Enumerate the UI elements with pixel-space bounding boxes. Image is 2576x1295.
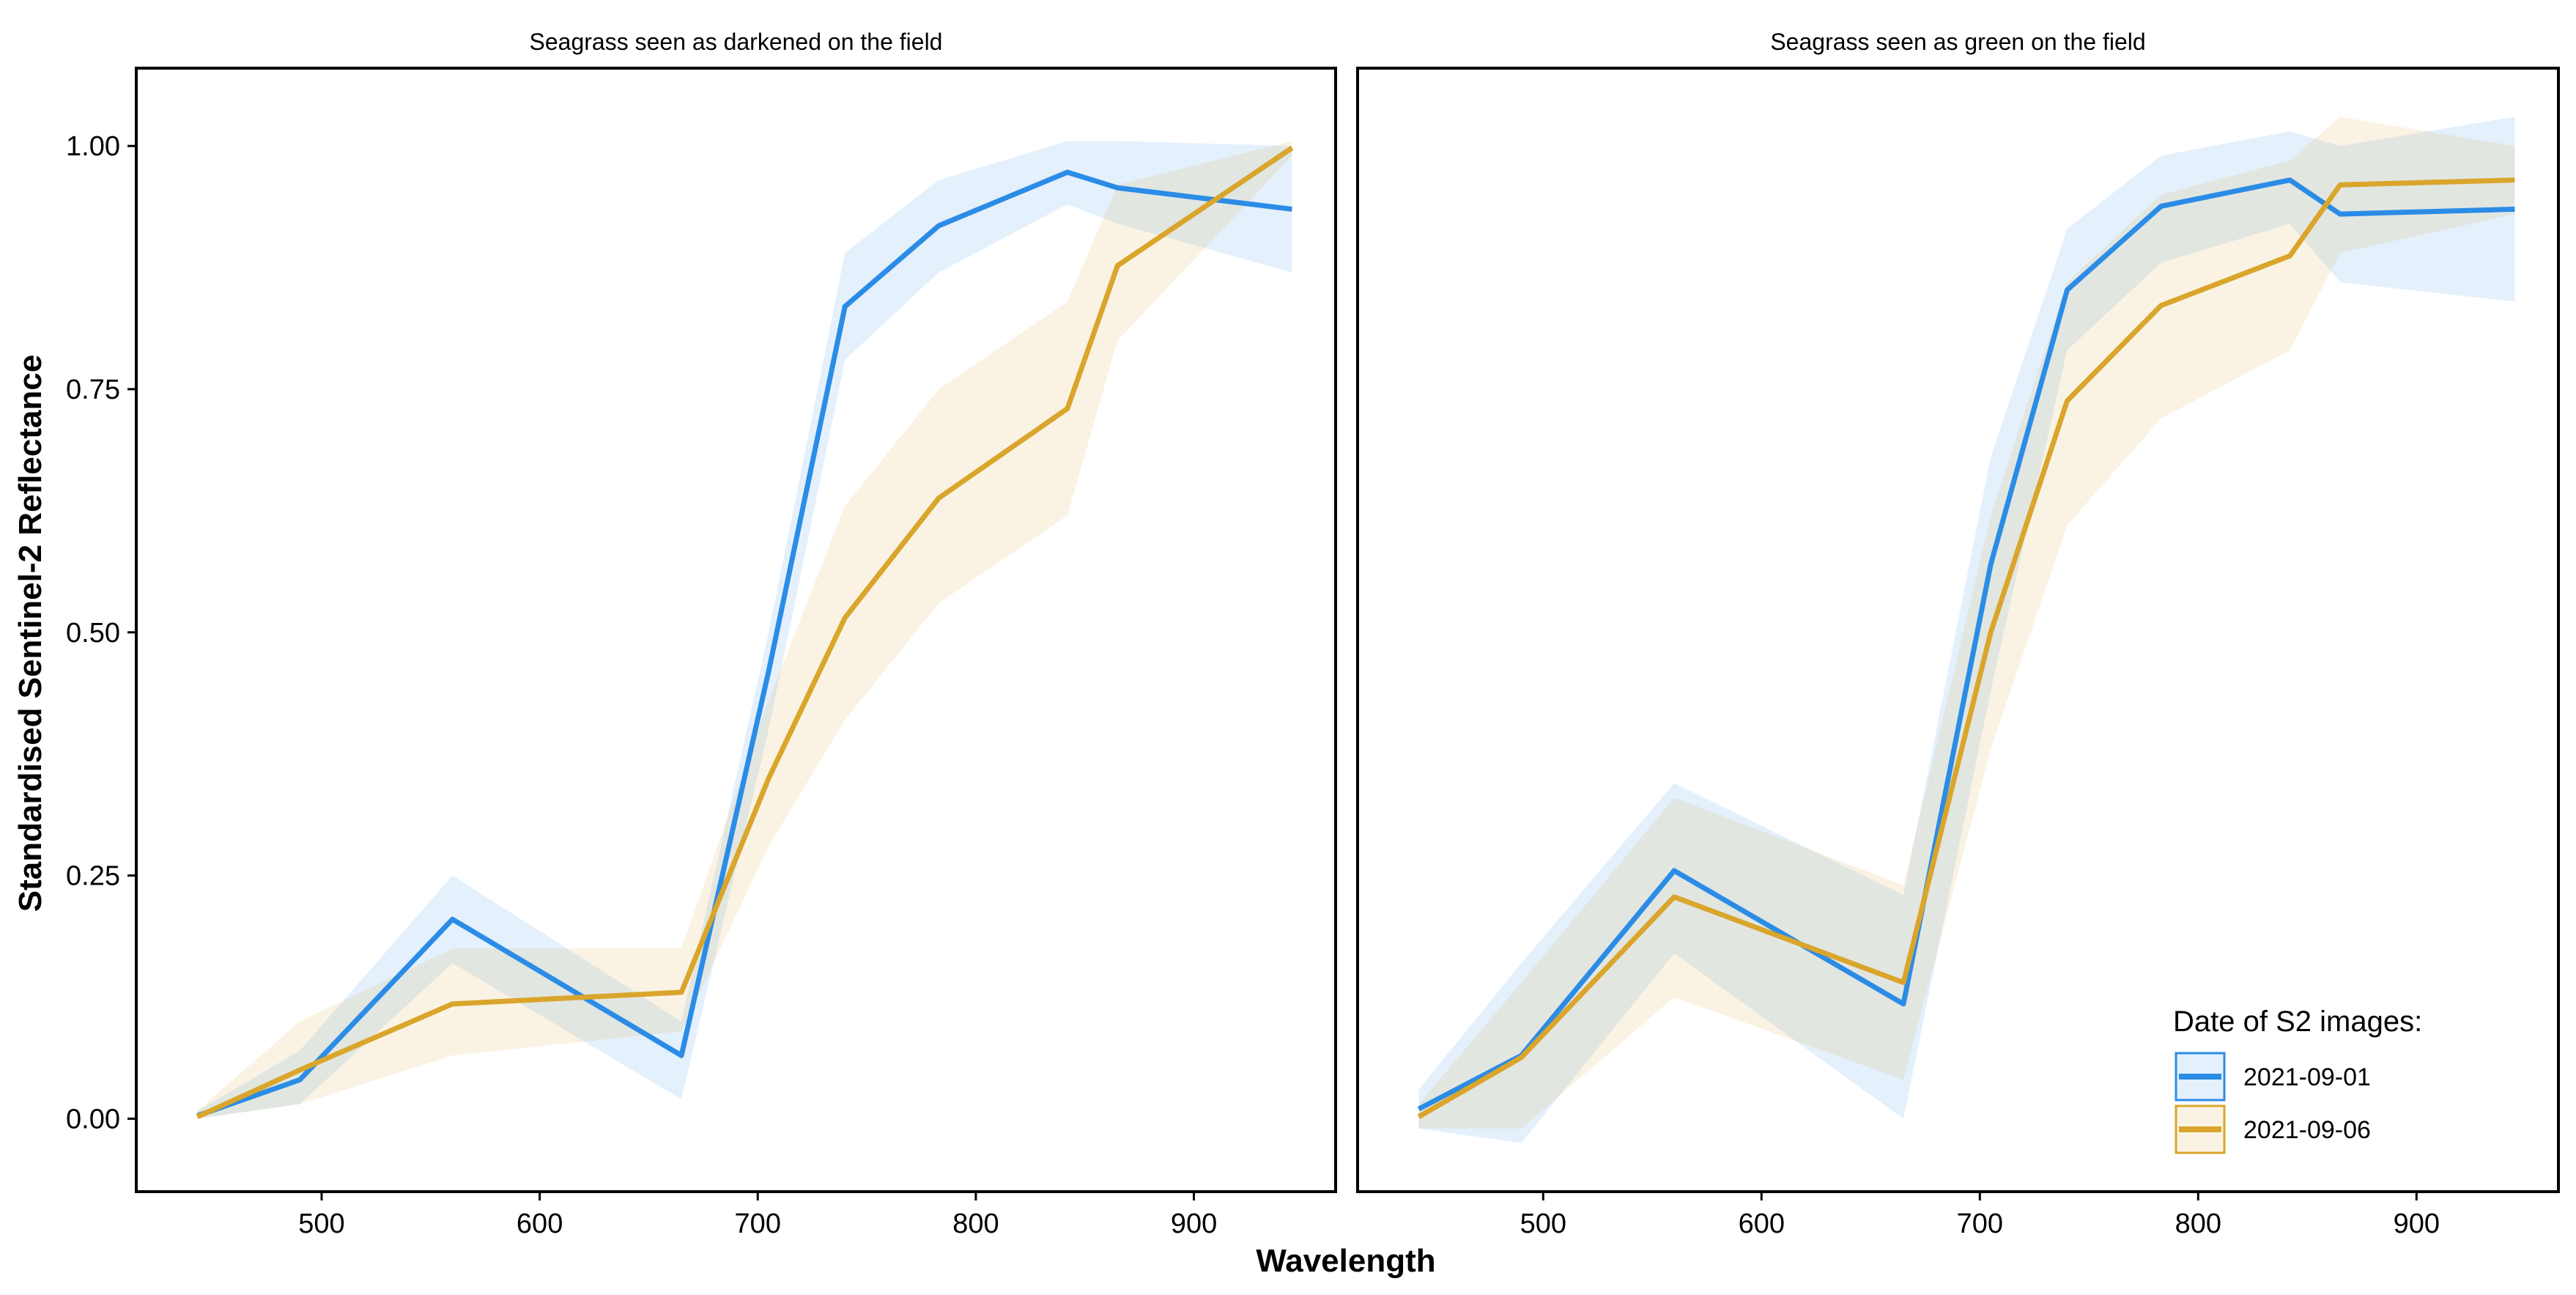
confidence-band [1418, 117, 2515, 1129]
panel-2: Seagrass seen as green on the field 500 60… [1356, 29, 2560, 1239]
y-axis-title: Standardised Sentinel-2 Reflectance [12, 355, 48, 912]
x-tick-label: 500 [298, 1209, 344, 1239]
legend-entry: 2021-09-06 [2175, 1104, 2371, 1154]
legend-entry: 2021-09-01 [2175, 1052, 2371, 1102]
legend-label: 2021-09-01 [2243, 1063, 2371, 1091]
panel-title: Seagrass seen as green on the field [1770, 29, 2145, 55]
x-tick-label: 800 [2175, 1209, 2221, 1239]
x-tick-label: 500 [1520, 1209, 1566, 1239]
y-tick-label: 1.00 [66, 131, 120, 162]
x-axis-title: Wavelength [1256, 1243, 1435, 1279]
legend-title: Date of S2 images: [2173, 1006, 2422, 1038]
series-line [196, 145, 1294, 1119]
legend-label: 2021-09-06 [2243, 1116, 2371, 1144]
series-line [196, 169, 1292, 1118]
series-line [1417, 177, 2515, 1112]
panel-border [1356, 67, 2560, 1193]
legend: Date of S2 images: 2021-09-01 2021-09-06 [2173, 1006, 2422, 1154]
y-tick-label: 0.50 [66, 618, 120, 649]
x-tick-label: 800 [952, 1209, 999, 1239]
panel-title: Seagrass seen as darkened on the field [530, 29, 943, 55]
y-tick-label: 0.75 [66, 375, 120, 405]
x-tick-label: 900 [2394, 1209, 2440, 1239]
x-tick-label: 600 [517, 1209, 563, 1239]
series-line [1417, 177, 2515, 1119]
confidence-band [197, 141, 1292, 1119]
panel-1: Seagrass seen as darkened on the field 50… [66, 29, 1337, 1239]
confidence-band [1418, 117, 2515, 1143]
y-tick-label: 0.00 [66, 1104, 120, 1134]
confidence-band [197, 141, 1292, 1119]
x-tick-label: 600 [1739, 1209, 1785, 1239]
x-tick-label: 700 [735, 1209, 781, 1239]
x-tick-label: 900 [1171, 1209, 1217, 1239]
panel-border [135, 67, 1337, 1193]
x-tick-label: 700 [1957, 1209, 2003, 1239]
y-tick-label: 0.25 [66, 861, 120, 892]
